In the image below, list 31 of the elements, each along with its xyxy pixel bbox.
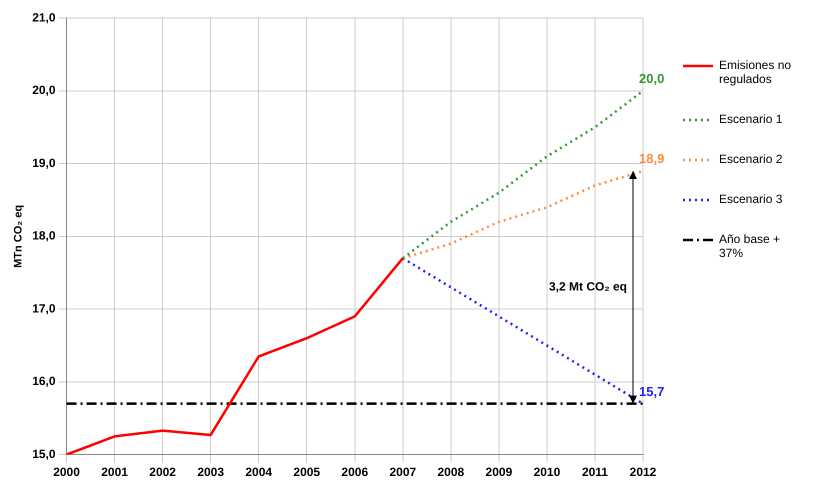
x-tick-label: 2006 xyxy=(341,465,368,480)
y-tick-label: 16,0 xyxy=(32,374,56,388)
legend-label: Escenario 3 xyxy=(719,192,782,206)
x-tick-label: 2009 xyxy=(486,465,513,480)
legend-label: Escenario 2 xyxy=(719,152,782,166)
y-axis-title: MTn CO₂ eq xyxy=(12,204,25,268)
x-tick-label: 2000 xyxy=(53,465,80,480)
x-tick-label: 2012 xyxy=(630,465,657,480)
data-label: 18,9 xyxy=(639,151,664,166)
y-tick-label: 18,0 xyxy=(32,228,56,243)
x-tick-label: 2003 xyxy=(197,465,224,480)
x-tick-label: 2004 xyxy=(245,465,272,480)
legend-label: Año base + 37% xyxy=(719,232,782,260)
data-label: 20,0 xyxy=(639,71,664,86)
legend-label: Escenario 1 xyxy=(719,112,782,126)
annotation: 3,2 Mt CO₂ eq xyxy=(548,280,627,294)
legend-label: Emisiones no regulados xyxy=(719,58,792,86)
x-tick-label: 2011 xyxy=(582,465,608,480)
x-tick-label: 2010 xyxy=(534,465,561,480)
x-tick-label: 2008 xyxy=(438,465,465,480)
y-tick-label: 17,0 xyxy=(32,301,56,316)
y-tick-label: 20,0 xyxy=(32,83,56,98)
x-tick-label: 2007 xyxy=(389,465,416,480)
y-tick-label: 19,0 xyxy=(32,156,56,170)
x-tick-label: 2005 xyxy=(293,465,320,480)
line-series xyxy=(402,170,644,260)
y-tick-label: 21,0 xyxy=(32,10,56,25)
data-label: 15,7 xyxy=(639,384,664,399)
y-tick-label: 15,0 xyxy=(32,446,56,461)
x-tick-label: 2002 xyxy=(149,465,176,480)
x-tick-label: 2001 xyxy=(101,465,128,480)
